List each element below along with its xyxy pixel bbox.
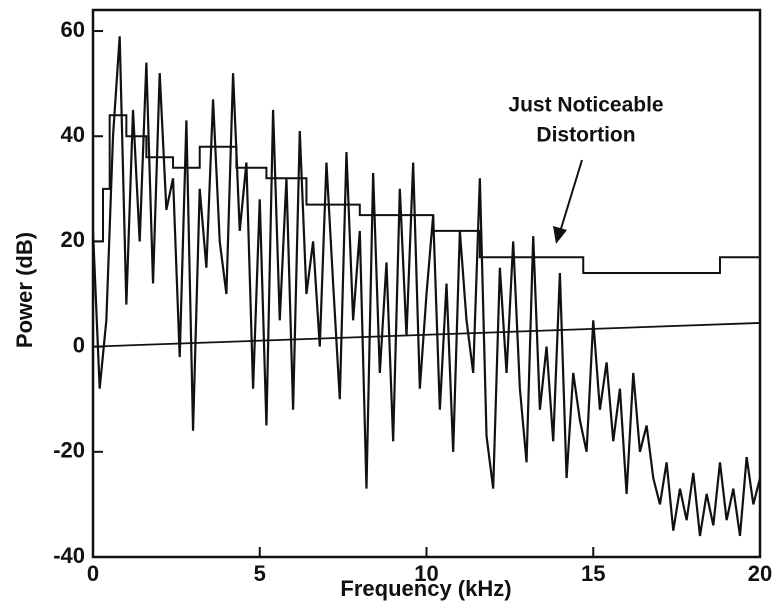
y-tick-label: 40 xyxy=(61,122,85,147)
x-tick-label: 20 xyxy=(748,561,772,586)
y-axis-label: Power (dB) xyxy=(12,232,37,348)
y-tick-label: 0 xyxy=(73,332,85,357)
x-tick-label: 0 xyxy=(87,561,99,586)
y-tick-label: -40 xyxy=(53,543,85,568)
x-tick-label: 5 xyxy=(254,561,266,586)
x-tick-label: 15 xyxy=(581,561,605,586)
x-tick-label: 10 xyxy=(414,561,438,586)
annotation: Just Noticeable xyxy=(508,94,663,117)
annotation-arrow xyxy=(559,159,583,233)
y-tick-label: 60 xyxy=(61,17,85,42)
series-line xyxy=(91,36,762,537)
series-line xyxy=(92,322,761,348)
series-line xyxy=(93,114,760,274)
arrow-head xyxy=(553,226,567,244)
y-tick-label: -20 xyxy=(53,438,85,463)
x-axis-label: Frequency (kHz) xyxy=(340,576,511,601)
y-tick-label: 20 xyxy=(61,227,85,252)
annotation: Distortion xyxy=(536,124,635,147)
